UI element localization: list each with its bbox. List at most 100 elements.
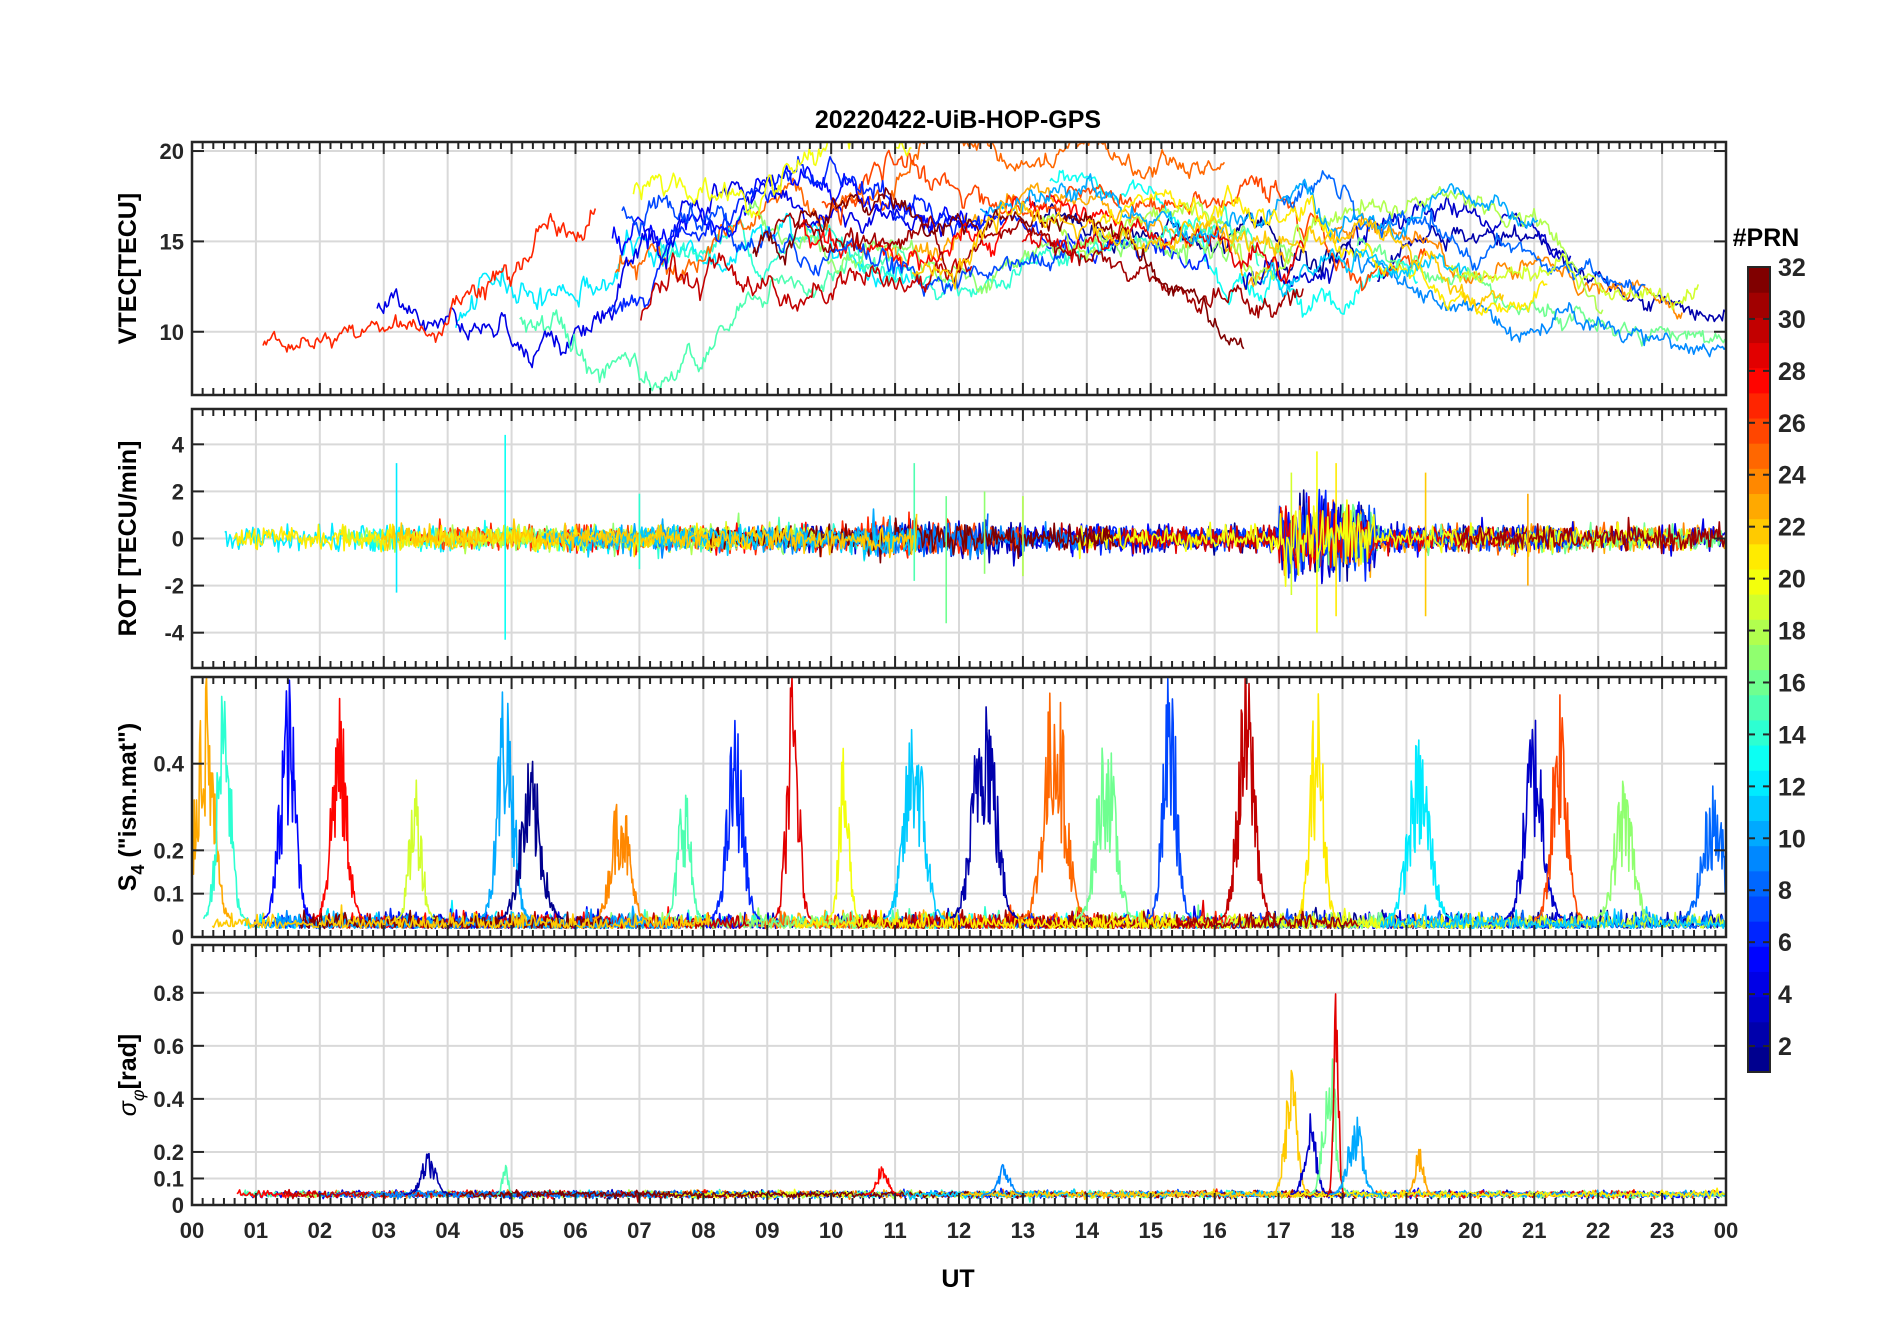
s4-burst	[1020, 692, 1089, 920]
sigma-burst	[1327, 993, 1345, 1195]
x-tick-label: 13	[1011, 1218, 1035, 1243]
x-tick-label: 01	[244, 1218, 268, 1243]
colorbar-frame	[1747, 266, 1771, 1073]
y-axis-label: S4 ("ism.mat")	[114, 723, 148, 892]
colorbar-segment	[1748, 267, 1770, 293]
x-tick-label: 02	[308, 1218, 332, 1243]
colorbar-segment	[1748, 468, 1770, 495]
colorbar-tick-label: 20	[1778, 566, 1806, 594]
s4-burst	[773, 677, 812, 920]
colorbar-segment	[1748, 518, 1770, 545]
x-ticks	[191, 945, 1727, 1205]
x-tick-label: 20	[1458, 1218, 1482, 1243]
colorbar-tick-label: 26	[1778, 410, 1806, 438]
y-tick-label: 0.8	[153, 981, 184, 1006]
colorbar-segment	[1748, 543, 1770, 570]
s4-burst	[1075, 747, 1136, 920]
y-tick-label: 4	[172, 432, 185, 457]
colorbar-tick-label: 30	[1778, 306, 1806, 334]
prn-trace	[1094, 184, 1548, 316]
s4-burst	[882, 728, 946, 920]
x-tick-label: 16	[1202, 1218, 1226, 1243]
colorbar-segment	[1748, 568, 1770, 595]
y-axis-label-rest: [rad]	[114, 1034, 142, 1090]
colorbar-segment	[1748, 443, 1770, 469]
sigma-burst	[1269, 1069, 1313, 1195]
s4-burst	[1504, 719, 1564, 920]
grid	[192, 142, 1726, 395]
prn-trace	[1281, 170, 1646, 296]
prn-trace	[773, 212, 1304, 319]
y-axis-label-rest: ("ism.mat")	[114, 723, 142, 865]
prn-trace	[1456, 516, 1726, 555]
x-tick-label: 06	[563, 1218, 587, 1243]
colorbar-tick-label: 2	[1778, 1033, 1792, 1061]
x-tick-label: 10	[819, 1218, 843, 1243]
s4-burst	[1679, 785, 1726, 920]
x-tick-label: 09	[755, 1218, 779, 1243]
y-tick-label: 0.1	[153, 882, 184, 907]
colorbar-segment	[1748, 392, 1770, 419]
y-tick-label: 2	[172, 479, 184, 504]
colorbar-segment	[1748, 669, 1770, 696]
x-tick-label: 14	[1075, 1218, 1100, 1243]
x-tick-label: 23	[1650, 1218, 1674, 1243]
prn-trace	[821, 149, 1427, 292]
grid	[192, 677, 1726, 938]
colorbar-segment	[1748, 921, 1770, 947]
sigma-burst	[864, 1166, 900, 1196]
prn-trace	[1245, 1187, 1725, 1200]
colorbar-segment	[1748, 744, 1770, 771]
x-tick-label: 21	[1522, 1218, 1546, 1243]
colorbar-segment	[1748, 795, 1770, 822]
panel-sigma_phi: 00.10.2 0.4 0.6 0.8 σφ[rad] 00 01 02 03 04 05 06 07 0…	[114, 943, 1738, 1243]
sigma-burst	[1290, 1113, 1331, 1196]
x-ticks	[191, 142, 1727, 395]
x-tick-label: 08	[691, 1218, 715, 1243]
y-tick-label: 10	[160, 320, 184, 345]
x-tick-label: 00	[1714, 1218, 1738, 1243]
series-s4	[192, 677, 1726, 930]
colorbar-segment	[1748, 895, 1770, 922]
s4-burst	[1295, 693, 1339, 920]
y-tick-label: 0.2	[153, 1140, 184, 1165]
prn-trace	[743, 200, 1294, 295]
prn-trace	[262, 208, 597, 353]
panel-s4: 00.10.20.4S4 ("ism.mat")	[114, 675, 1728, 950]
x-tick-label: 00	[180, 1218, 204, 1243]
prn-trace	[979, 173, 1539, 245]
y-tick-label: -2	[164, 574, 184, 599]
s4-burst	[314, 697, 364, 920]
y-axis-label-main: S	[114, 875, 142, 892]
prn-trace	[1354, 252, 1726, 358]
prn-trace	[632, 142, 912, 219]
colorbar-tick-label: 22	[1778, 514, 1806, 542]
colorbar-tick-label: 28	[1778, 358, 1806, 386]
colorbar-segment	[1748, 342, 1770, 369]
colorbar-segment	[1748, 367, 1770, 394]
s4-burst	[949, 706, 1019, 919]
colorbar-segment	[1748, 845, 1770, 872]
s4-burst	[1593, 780, 1653, 920]
colorbar-segment	[1748, 1021, 1770, 1048]
sigma-burst	[982, 1163, 1025, 1196]
y-ticks	[192, 991, 1726, 1206]
colorbar-tick-label: 4	[1778, 981, 1792, 1009]
y-ticks	[192, 443, 1726, 634]
y-tick-label: 0	[172, 925, 184, 950]
prn-trace	[1379, 904, 1726, 930]
colorbar-segment	[1748, 820, 1770, 847]
s4-burst	[709, 719, 761, 920]
prn-trace	[1242, 195, 1572, 291]
x-ticks	[191, 677, 1727, 937]
colorbar-tick-label: 6	[1778, 929, 1792, 957]
y-tick-label: 0.1	[153, 1166, 184, 1191]
prn-trace	[211, 904, 711, 930]
s4-burst	[192, 677, 232, 920]
colorbar-tick-label: 24	[1778, 462, 1806, 490]
prn-trace	[855, 905, 1359, 930]
colorbar-segment	[1748, 317, 1770, 344]
x-tick-label: 22	[1586, 1218, 1610, 1243]
y-axis-label-main: σ	[114, 1100, 142, 1116]
